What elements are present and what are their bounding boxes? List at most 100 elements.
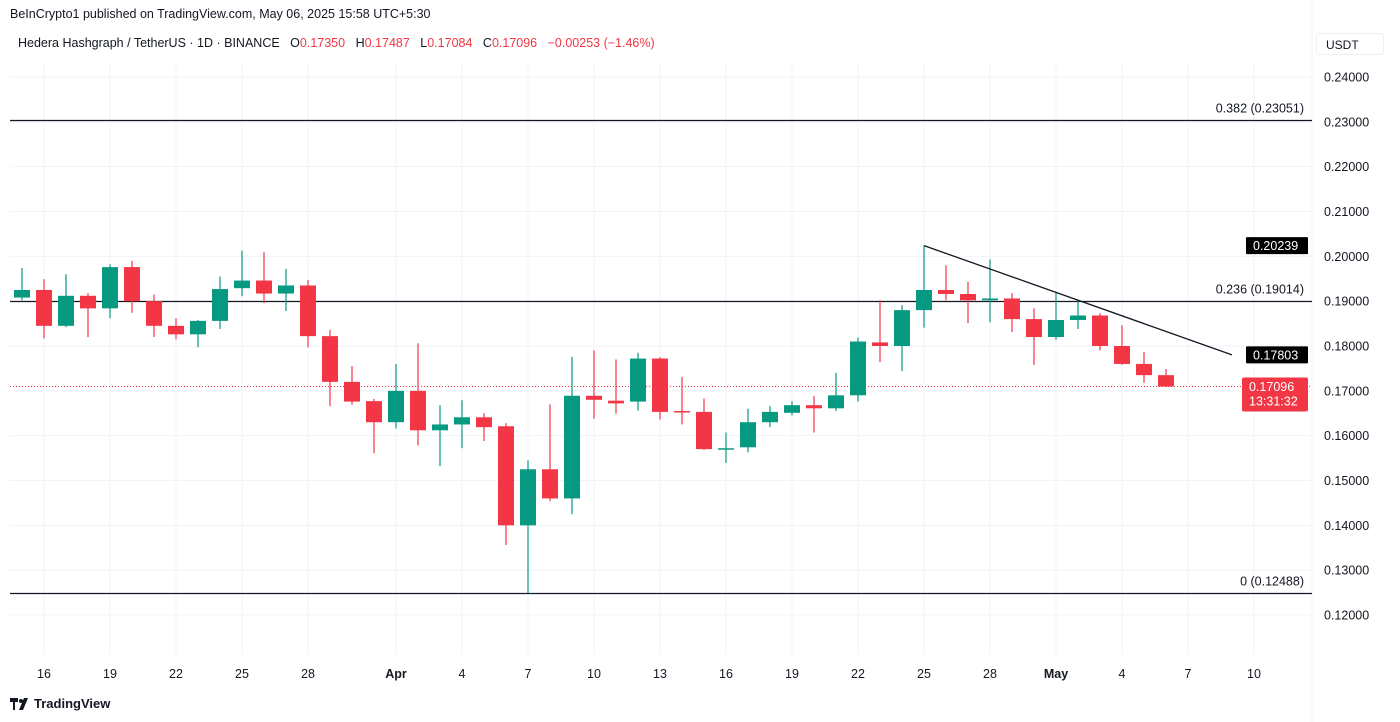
footer-brand: TradingView <box>34 696 111 711</box>
x-tick-label: Apr <box>385 667 407 681</box>
x-tick-label: 10 <box>1247 667 1261 681</box>
y-tick-label: 0.22000 <box>1324 160 1369 174</box>
close-value: 0.17096 <box>491 36 538 50</box>
candle-body <box>1158 375 1174 387</box>
y-tick-label: 0.12000 <box>1324 608 1369 622</box>
candle-body <box>1136 363 1152 376</box>
candle-down <box>542 404 558 502</box>
change-value: −0.00253 (−1.46%) <box>547 36 655 50</box>
candle-body <box>586 395 602 400</box>
candle-body <box>344 381 360 402</box>
candle-body <box>80 295 96 309</box>
x-tick-label: 25 <box>917 667 931 681</box>
candle-down <box>80 293 96 338</box>
candle-up <box>278 268 294 312</box>
candle-body <box>1070 315 1086 320</box>
candle-body <box>14 289 30 298</box>
candle-up <box>850 337 866 402</box>
x-tick-label: 22 <box>851 667 865 681</box>
candle-up <box>718 432 734 464</box>
candle-body <box>740 422 756 448</box>
candle-body <box>256 280 272 294</box>
trendline <box>923 245 1233 356</box>
y-tick-label: 0.24000 <box>1324 71 1369 85</box>
tradingview-logo-icon <box>10 697 28 710</box>
close-label: C <box>482 36 492 50</box>
candle-down <box>696 398 712 451</box>
price-axis[interactable]: 0.24000 0.23000 0.22000 0.21000 0.20000 0.190… <box>1324 71 1369 623</box>
x-tick-label: 4 <box>459 667 466 681</box>
candle-down <box>872 300 888 363</box>
candle-body <box>806 405 822 409</box>
candle-up <box>1048 292 1064 340</box>
x-tick-label: May <box>1044 667 1068 681</box>
candle-body <box>432 424 448 431</box>
candle-up <box>762 406 778 428</box>
candle-down <box>498 423 514 546</box>
x-tick-label: 25 <box>235 667 249 681</box>
candle-body <box>1114 345 1130 364</box>
candle-up <box>740 408 756 453</box>
tradingview-logo[interactable]: TradingView <box>10 696 110 711</box>
candle-body <box>850 341 866 396</box>
candle-up <box>234 250 250 297</box>
candle-up <box>784 401 800 416</box>
candle-down <box>168 318 184 340</box>
candle-down <box>1026 308 1042 365</box>
candle-body <box>696 411 712 450</box>
candle-body <box>58 295 74 326</box>
candle-up <box>432 405 448 467</box>
candle-up <box>894 305 910 372</box>
candle-up <box>190 319 206 348</box>
last-price-badge <box>1242 377 1308 412</box>
candle-body <box>938 289 954 294</box>
candle-body <box>168 325 184 335</box>
candle-body <box>564 395 580 499</box>
y-tick-label: 0.15000 <box>1324 474 1369 488</box>
candle-up <box>564 356 580 515</box>
low-label: L <box>420 36 428 50</box>
candle-body <box>982 298 998 301</box>
price-badge <box>1246 346 1308 364</box>
currency-button[interactable]: USDT <box>1316 33 1384 55</box>
candle-up <box>520 460 536 594</box>
symbol-title[interactable]: Hedera Hashgraph / TetherUS · 1D · BINAN… <box>18 36 280 50</box>
candle-down <box>476 413 492 442</box>
countdown-label: 13:31:32 <box>1249 395 1298 409</box>
candle-body <box>146 301 162 326</box>
price-badge-label: 0.17803 <box>1253 348 1298 362</box>
candle-body <box>784 405 800 413</box>
y-tick-label: 0.23000 <box>1324 115 1369 129</box>
x-tick-label: 28 <box>983 667 997 681</box>
x-tick-label: 22 <box>169 667 183 681</box>
trendline-group[interactable] <box>923 245 1233 356</box>
candle-body <box>520 469 536 526</box>
symbol-legend: Hedera Hashgraph / TetherUS · 1D · BINAN… <box>18 36 655 50</box>
candle-body <box>322 336 338 382</box>
candle-up <box>1070 300 1086 329</box>
candle-body <box>1004 298 1020 320</box>
candle-body <box>872 342 888 346</box>
candle-body <box>498 426 514 526</box>
candle-body <box>718 448 734 450</box>
x-tick-label: 7 <box>1185 667 1192 681</box>
candle-down <box>586 350 602 419</box>
open-label: O <box>290 36 300 50</box>
candle-down <box>322 329 338 407</box>
time-axis[interactable]: 16 19 22 25 28 Apr 4 7 10 13 16 19 22 25 28 May 4 7 10 <box>37 667 1261 681</box>
candle-up <box>14 267 30 301</box>
y-tick-label: 0.20000 <box>1324 250 1369 264</box>
candle-down <box>652 357 668 420</box>
candle-down <box>300 280 316 348</box>
candle-body <box>542 469 558 499</box>
candle-down <box>410 343 426 446</box>
candle-down <box>366 398 382 454</box>
x-tick-label: 19 <box>785 667 799 681</box>
x-tick-label: 7 <box>525 667 532 681</box>
candles <box>14 245 1174 594</box>
candle-down <box>1114 325 1130 365</box>
candle-body <box>652 358 668 412</box>
candle-down <box>1158 368 1174 388</box>
